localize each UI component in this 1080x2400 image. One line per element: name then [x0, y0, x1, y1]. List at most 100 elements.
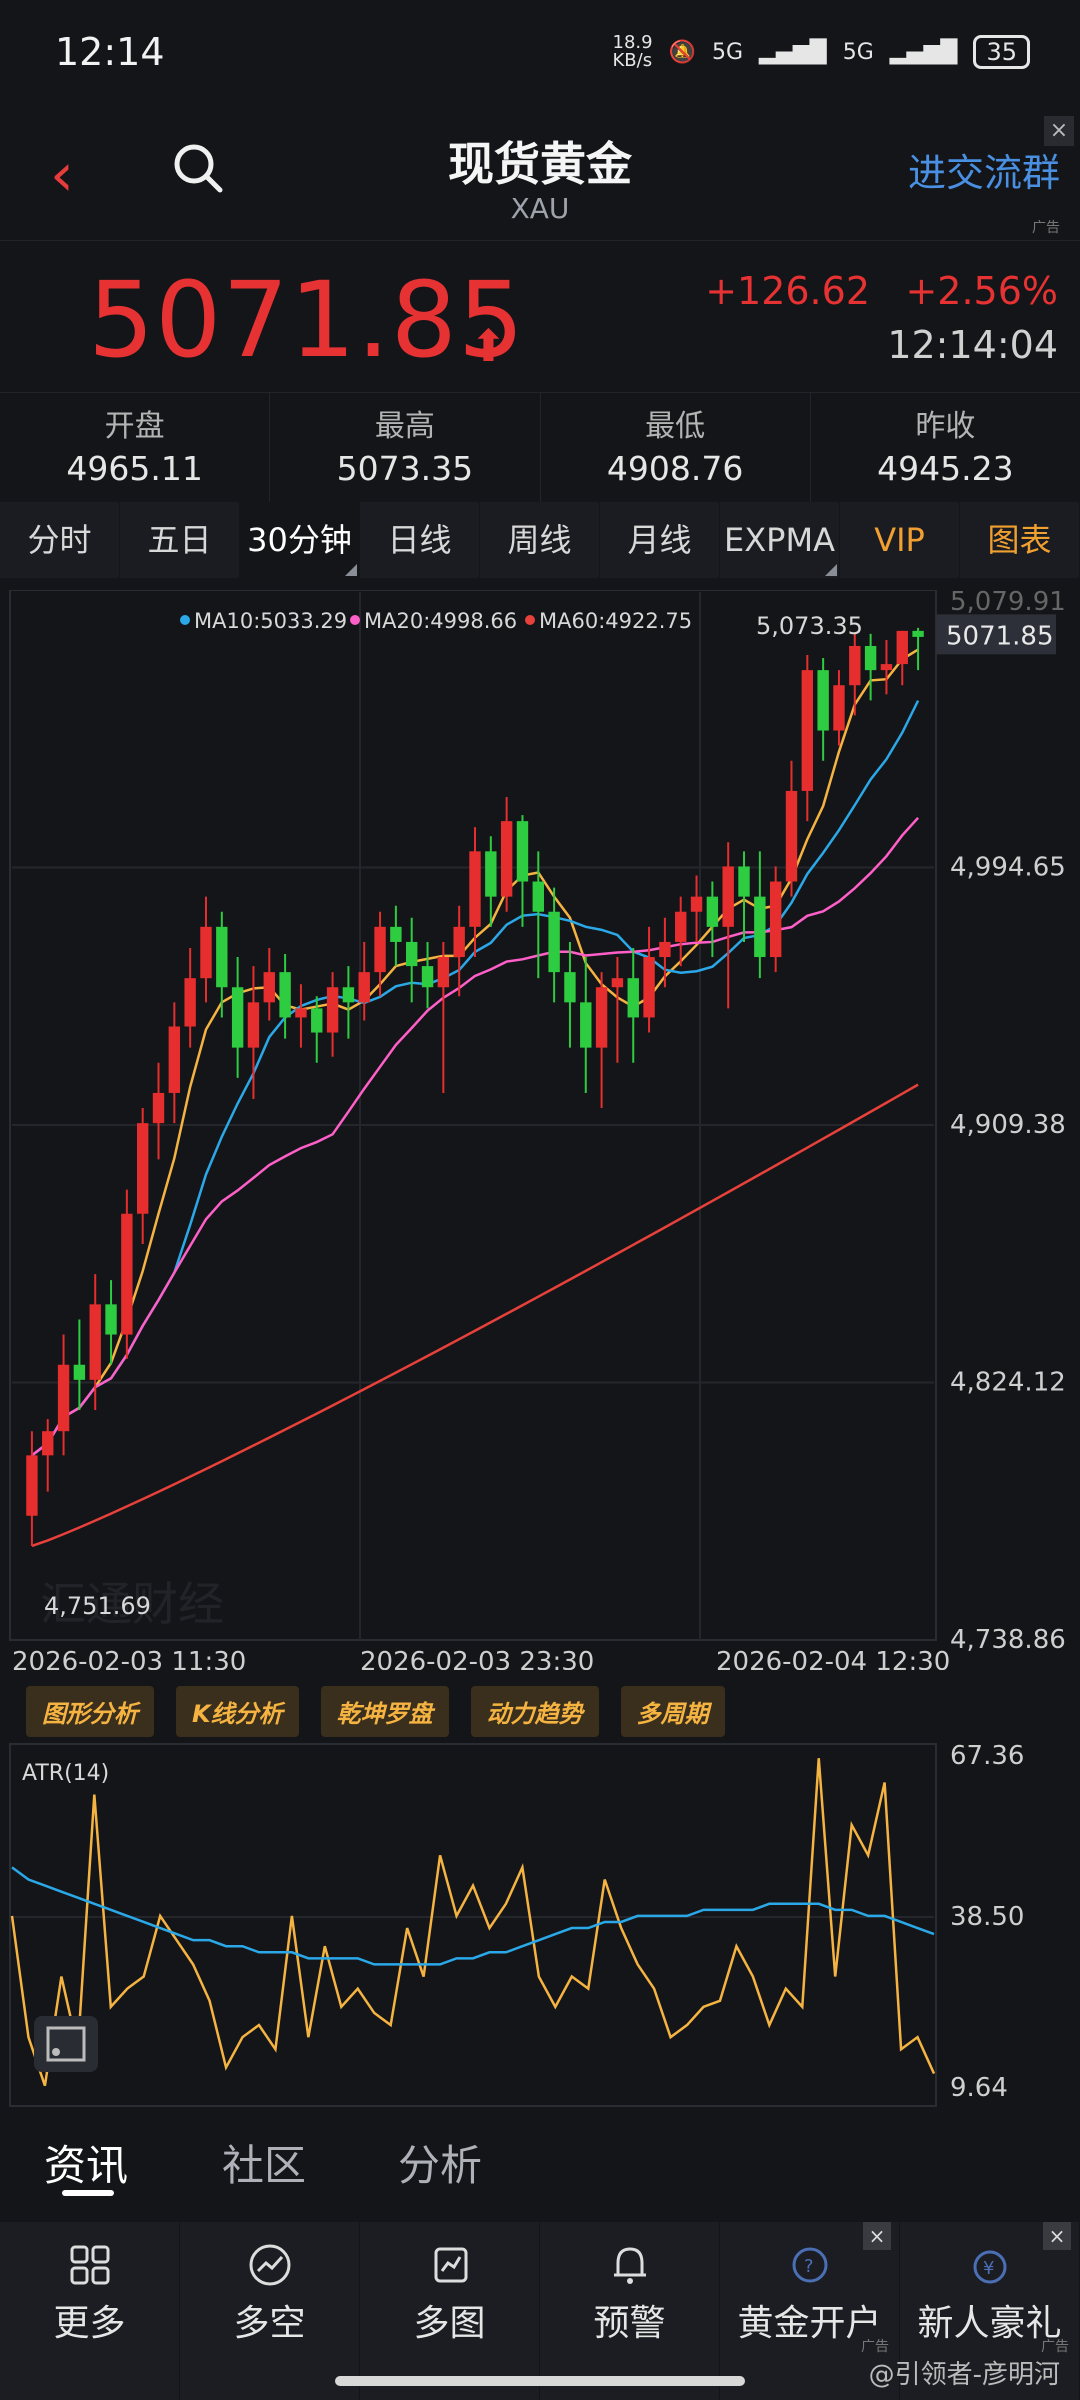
close-ad-icon[interactable]: × — [1043, 2222, 1071, 2250]
signal-bars-icon: ▂▄▆█ — [889, 39, 958, 65]
chart-watermark: 汇通财经 — [40, 1577, 224, 1631]
candle-body — [580, 1002, 592, 1048]
tool-kline-analysis[interactable]: K线分析 — [176, 1686, 299, 1737]
candle-body — [200, 926, 212, 979]
tool-compass[interactable]: 乾坤罗盘 — [320, 1686, 449, 1737]
close-ad-icon[interactable]: × — [863, 2222, 891, 2250]
candle-body — [311, 1008, 323, 1033]
active-tab-indicator — [62, 2190, 114, 2196]
stat-label: 昨收 — [915, 409, 976, 444]
candle-body — [231, 987, 244, 1048]
ad-tag: 广告 — [1041, 2339, 1069, 2355]
home-indicator[interactable] — [335, 2376, 745, 2386]
stats-row: 开盘 4965.11 最高 5073.35 最低 4908.76 昨收 4945.23 — [0, 392, 1080, 504]
search-icon[interactable] — [170, 140, 226, 200]
legend-ma10: MA10:5033.29 — [194, 609, 347, 633]
bottom-alert-button[interactable]: 预警 — [540, 2222, 720, 2400]
candle-body — [469, 851, 481, 927]
x-tick-label: 2026-02-04 12:30 — [716, 1647, 950, 1670]
bottom-label: 预警 — [593, 2303, 666, 2344]
tab-chart[interactable]: 图表 — [960, 502, 1080, 578]
candle-body — [675, 911, 687, 942]
tab-analysis[interactable]: 分析 — [398, 2141, 483, 2190]
candle-body — [659, 941, 671, 958]
x-tick-label: 2026-02-03 23:30 — [360, 1647, 594, 1670]
close-ad-icon[interactable]: × — [1044, 116, 1074, 146]
grid-icon — [0, 2240, 179, 2290]
stat-open: 开盘 4965.11 — [0, 393, 271, 503]
candle-body — [453, 926, 465, 958]
trend-icon — [180, 2240, 359, 2290]
bottom-label: 黄金开户 — [737, 2303, 882, 2344]
page-subtitle: XAU — [510, 192, 570, 225]
candle-body — [548, 911, 560, 973]
bottom-more-button[interactable]: 更多 — [0, 2222, 180, 2400]
tab-weekly[interactable]: 周线 — [480, 502, 600, 578]
tab-intraday[interactable]: 分时 — [0, 502, 120, 578]
tab-community[interactable]: 社区 — [222, 2141, 307, 2190]
current-price-label: 5071.85 — [946, 621, 1054, 651]
stat-value: 4908.76 — [606, 449, 744, 488]
candle-body — [500, 821, 513, 897]
bottom-gift-button[interactable]: × ¥ 新人豪礼 广告 — [900, 2222, 1080, 2400]
draw-tool-icon[interactable] — [34, 2016, 98, 2072]
tab-expma[interactable]: EXPMA — [720, 502, 840, 578]
candle-body — [880, 664, 893, 671]
candle-body — [849, 645, 861, 686]
candle-body — [89, 1304, 101, 1380]
kline-chart-svg[interactable]: 汇通财经 5,079.91 4,994.65 4,909.38 4,824.12 4,7… — [0, 587, 1080, 1677]
atr-y-tick-label: 67.36 — [950, 1741, 1024, 1771]
candle-body — [279, 972, 291, 1018]
ma60-line — [31, 1083, 919, 1548]
y-tick-label: 4,738.86 — [950, 1625, 1066, 1655]
tool-momentum[interactable]: 动力趋势 — [470, 1686, 599, 1737]
bottom-multichart-button[interactable]: 多图 — [360, 2222, 540, 2400]
tab-monthly[interactable]: 月线 — [600, 502, 720, 578]
price-change-percent: +2.56% — [905, 269, 1058, 313]
candle-body — [152, 1092, 165, 1124]
atr-panel[interactable]: ATR(14) 67.36 38.50 9.64 — [0, 1740, 1080, 2110]
tab-vip[interactable]: VIP — [840, 502, 960, 578]
candle-body — [627, 978, 639, 1018]
join-group-ad-link[interactable]: 进交流群 广告 — [908, 142, 1060, 241]
tool-pattern-analysis[interactable]: 图形分析 — [26, 1686, 154, 1737]
bottom-longshort-button[interactable]: 多空 — [180, 2222, 360, 2400]
candle-body — [896, 630, 908, 665]
tool-multi-period[interactable]: 多周期 — [620, 1686, 725, 1737]
candle-body — [722, 866, 734, 927]
svg-text:?: ? — [804, 2256, 814, 2277]
candle-body — [263, 972, 275, 1003]
candle-body — [532, 881, 544, 912]
stat-label: 最高 — [374, 409, 435, 444]
current-price-box — [936, 614, 1056, 655]
kline-chart[interactable]: 汇通财经 5,079.91 4,994.65 4,909.38 4,824.12 4,7… — [0, 587, 1080, 1677]
atr-chart-svg[interactable]: ATR(14) 67.36 38.50 9.64 — [0, 1740, 1080, 2110]
tab-daily[interactable]: 日线 — [360, 502, 480, 578]
tab-30min[interactable]: 30分钟 — [240, 502, 360, 578]
stat-value: 4945.23 — [877, 449, 1014, 488]
bottom-gold-account-button[interactable]: × ? 黄金开户 广告 — [720, 2222, 900, 2400]
status-bar: 12:14 18.9 KB/s 🔕 5G ▂▄▆█ 5G ▂▄▆█ 35 — [0, 0, 1080, 110]
bottom-label: 多空 — [233, 2303, 306, 2344]
legend-ma60: MA60:4922.75 — [539, 609, 692, 633]
bell-icon — [540, 2240, 719, 2290]
bottom-label: 更多 — [53, 2303, 126, 2344]
candle-body — [342, 987, 355, 1003]
candle-body — [136, 1123, 149, 1214]
tab-five-day[interactable]: 五日 — [120, 502, 240, 578]
tab-label: EXPMA — [724, 521, 835, 559]
candle-body — [738, 866, 750, 897]
tab-label: 30分钟 — [247, 521, 352, 559]
status-time: 12:14 — [55, 30, 165, 74]
page-title: 现货黄金 — [448, 137, 632, 191]
back-icon[interactable]: ‹ — [50, 140, 74, 210]
candle-body — [26, 1455, 38, 1516]
tr-line — [10, 1758, 936, 2087]
tab-news[interactable]: 资讯 — [44, 2141, 129, 2190]
legend-dot — [525, 615, 535, 625]
charts-icon — [360, 2240, 539, 2290]
candle-body — [864, 645, 877, 671]
stat-label: 开盘 — [104, 409, 165, 444]
candle-body — [168, 1026, 181, 1093]
stat-label: 最低 — [645, 409, 706, 444]
